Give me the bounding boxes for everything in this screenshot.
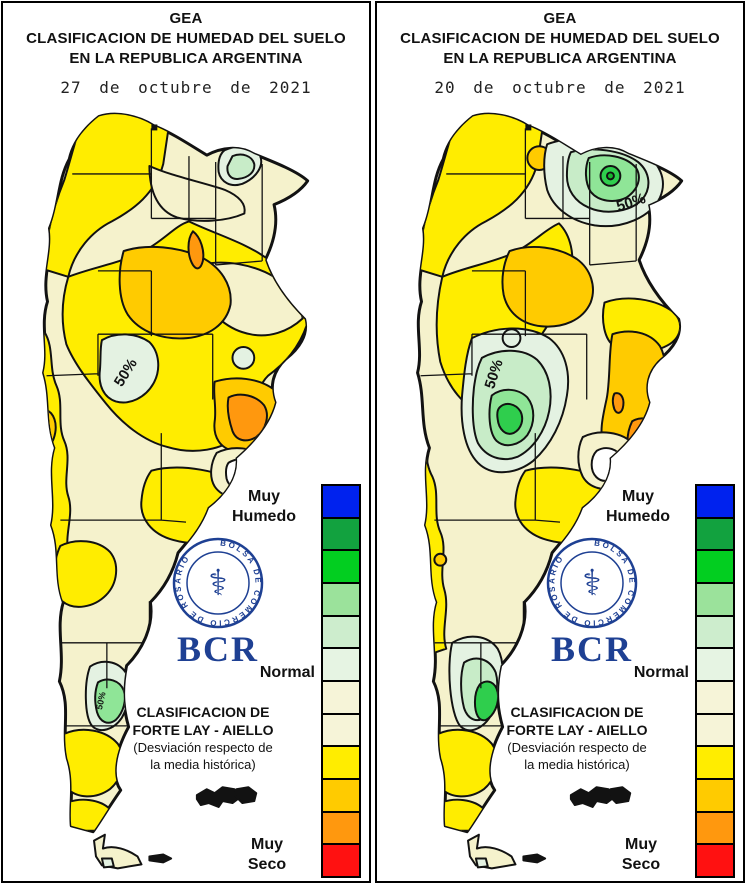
classification-title-2: FORTE LAY - AIELLO: [506, 722, 648, 738]
legend-cell: [697, 780, 733, 813]
panel-20-oct: GEA CLASIFICACION DE HUMEDAD DEL SUELO E…: [375, 1, 745, 883]
bcr-logo: BOLSA DE COMERCIO DE ROSARIO ⚕ BCR: [166, 535, 270, 669]
green-spot-south: [448, 635, 504, 732]
legend-cell: [697, 551, 733, 585]
bcr-acronym: BCR: [550, 629, 633, 669]
classification-title-1: CLASIFICACION DE: [136, 704, 270, 720]
legend-cell: [697, 486, 733, 519]
legend-cell: [697, 649, 733, 683]
malvinas-islands: [148, 786, 258, 864]
map-subtitle: EN LA REPUBLICA ARGENTINA: [443, 50, 677, 67]
green-spot-south: [84, 660, 131, 731]
legend-label-normal: Normal: [633, 664, 689, 681]
border-marker-dot: [525, 124, 532, 131]
legend-cell: [697, 518, 733, 552]
province-borders: [420, 128, 637, 727]
green-region-center: [460, 327, 570, 474]
classification-title-1: CLASIFICACION DE: [510, 704, 644, 720]
legend-colorbar: [321, 484, 361, 878]
legend-cell: [323, 682, 359, 715]
bcr-logo: BOLSA DE COMERCIO DE ROSARIO ⚕ BCR: [540, 535, 644, 669]
classification-desc-2: la media histórica): [150, 757, 256, 772]
legend-cell: [697, 747, 733, 781]
map-title: CLASIFICACION DE HUMEDAD DEL SUELO: [400, 30, 720, 47]
legend-cell: [323, 714, 359, 748]
legend-cell: [697, 682, 733, 715]
border-marker-dot: [151, 124, 158, 131]
malvinas-islands: [522, 786, 632, 864]
annotation-50pct-small: 50%: [94, 691, 108, 711]
legend-cell: [697, 584, 733, 617]
tierra-del-fuego: [467, 833, 517, 870]
org-title: GEA: [169, 10, 203, 27]
legend-cell: [697, 812, 733, 846]
legend-cell: [323, 551, 359, 585]
legend-colorbar: [695, 484, 735, 878]
panel-27-oct: GEA CLASIFICACION DE HUMEDAD DEL SUELO E…: [1, 1, 371, 883]
argentina-map-20-oct: 50% 50%: [416, 112, 684, 870]
date-label: 20 de octubre de 2021: [434, 78, 686, 97]
legend-cell: [697, 845, 733, 877]
classification-note: CLASIFICACION DE FORTE LAY - AIELLO (Des…: [99, 703, 307, 773]
classification-note: CLASIFICACION DE FORTE LAY - AIELLO (Des…: [473, 703, 681, 773]
map-title: CLASIFICACION DE HUMEDAD DEL SUELO: [26, 30, 346, 47]
legend-cell: [323, 649, 359, 683]
classification-desc-2: la media histórica): [524, 757, 630, 772]
panel-header: GEA CLASIFICACION DE HUMEDAD DEL SUELO E…: [377, 9, 743, 97]
legend-cell: [323, 518, 359, 552]
org-title: GEA: [543, 10, 577, 27]
legend-label-muy-humedo: Muy Humedo: [232, 488, 296, 525]
legend-label-muy-seco: Muy Seco: [247, 836, 287, 873]
cream-bullseye: [577, 431, 640, 491]
classification-title-2: FORTE LAY - AIELLO: [132, 722, 274, 738]
classification-desc-1: (Desviación respecto de: [133, 740, 273, 755]
legend-label-muy-seco: Muy Seco: [621, 836, 661, 873]
panel-header: GEA CLASIFICACION DE HUMEDAD DEL SUELO E…: [3, 9, 369, 97]
legend-cell: [323, 584, 359, 617]
bcr-seal: BOLSA DE COMERCIO DE ROSARIO ⚕: [172, 537, 264, 629]
legend-label-muy-humedo: Muy Humedo: [606, 488, 670, 525]
caduceus-icon: ⚕: [582, 562, 601, 603]
legend-cell: [697, 714, 733, 748]
tierra-del-fuego: [93, 833, 143, 870]
legend-cell: [323, 812, 359, 846]
legend-cell: [323, 616, 359, 650]
legend-cell: [697, 616, 733, 650]
classification-desc-1: (Desviación respecto de: [507, 740, 647, 755]
bcr-seal: BOLSA DE COMERCIO DE ROSARIO ⚕: [546, 537, 638, 629]
map-subtitle: EN LA REPUBLICA ARGENTINA: [69, 50, 303, 67]
green-spot-northeast: [543, 137, 664, 228]
date-label: 27 de octubre de 2021: [60, 78, 312, 97]
orange-regions: [187, 230, 268, 442]
bcr-acronym: BCR: [176, 629, 259, 669]
caduceus-icon: ⚕: [208, 562, 227, 603]
province-borders: [46, 128, 263, 727]
argentina-map-27-oct: 50% 50%: [42, 112, 310, 870]
legend-cell: [323, 747, 359, 781]
legend-label-normal: Normal: [259, 664, 315, 681]
green-blob-50pct: [98, 333, 160, 404]
legend-cell: [323, 845, 359, 877]
legend-cell: [323, 486, 359, 519]
legend-cell: [323, 780, 359, 813]
